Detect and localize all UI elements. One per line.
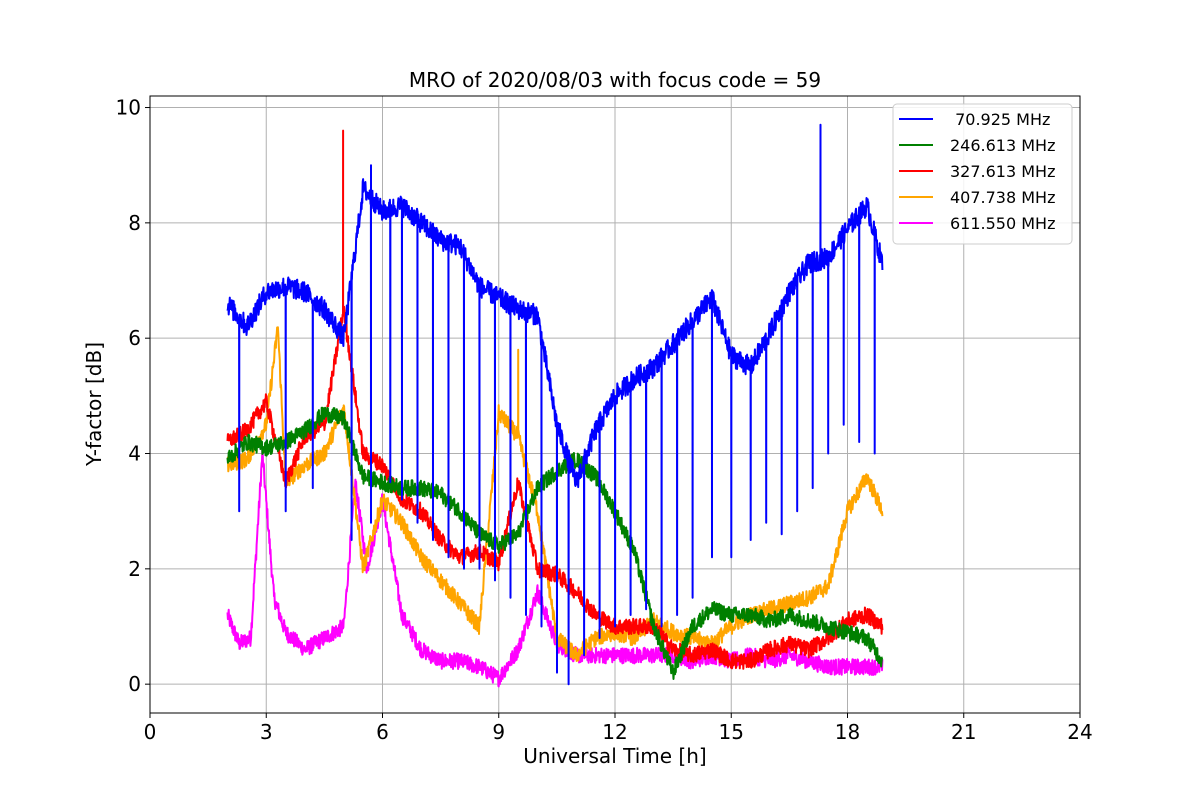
series-line bbox=[226, 447, 884, 688]
y-tick-label: 0 bbox=[128, 672, 141, 696]
series-line bbox=[226, 129, 884, 670]
x-tick-label: 6 bbox=[376, 720, 389, 744]
x-tick-label: 9 bbox=[492, 720, 505, 744]
legend-box bbox=[892, 103, 1073, 245]
chart-title: MRO of 2020/08/03 with focus code = 59 bbox=[409, 68, 821, 92]
y-tick-label: 8 bbox=[128, 211, 141, 235]
y-axis: 0 2 4 6 8 10 bbox=[116, 96, 150, 696]
legend: 70.925 MHz 246.613 MHz 327.613 MHz 407.738 … bbox=[892, 103, 1073, 245]
series-group bbox=[226, 123, 884, 688]
x-tick-label: 21 bbox=[951, 720, 976, 744]
x-tick-label: 0 bbox=[144, 720, 157, 744]
x-tick-label: 15 bbox=[719, 720, 744, 744]
y-tick-label: 4 bbox=[128, 442, 141, 466]
legend-label: 611.550 MHz bbox=[950, 214, 1055, 233]
y-tick-label: 6 bbox=[128, 326, 141, 350]
series-line bbox=[226, 326, 884, 662]
y-axis-label: Y-factor [dB] bbox=[82, 342, 106, 467]
series-line bbox=[226, 123, 884, 686]
y-tick-label: 10 bbox=[116, 96, 141, 120]
x-axis: 0 3 6 9 12 15 18 21 24 bbox=[144, 713, 1093, 744]
legend-label: 407.738 MHz bbox=[950, 188, 1055, 207]
y-tick-label: 2 bbox=[128, 557, 141, 581]
x-tick-label: 24 bbox=[1067, 720, 1092, 744]
legend-label: 246.613 MHz bbox=[950, 136, 1055, 155]
x-tick-label: 12 bbox=[602, 720, 627, 744]
x-tick-label: 3 bbox=[260, 720, 273, 744]
x-tick-label: 18 bbox=[835, 720, 860, 744]
x-axis-label: Universal Time [h] bbox=[523, 744, 706, 768]
legend-label: 70.925 MHz bbox=[950, 110, 1050, 129]
legend-label: 327.613 MHz bbox=[950, 162, 1055, 181]
series-line bbox=[226, 406, 883, 680]
